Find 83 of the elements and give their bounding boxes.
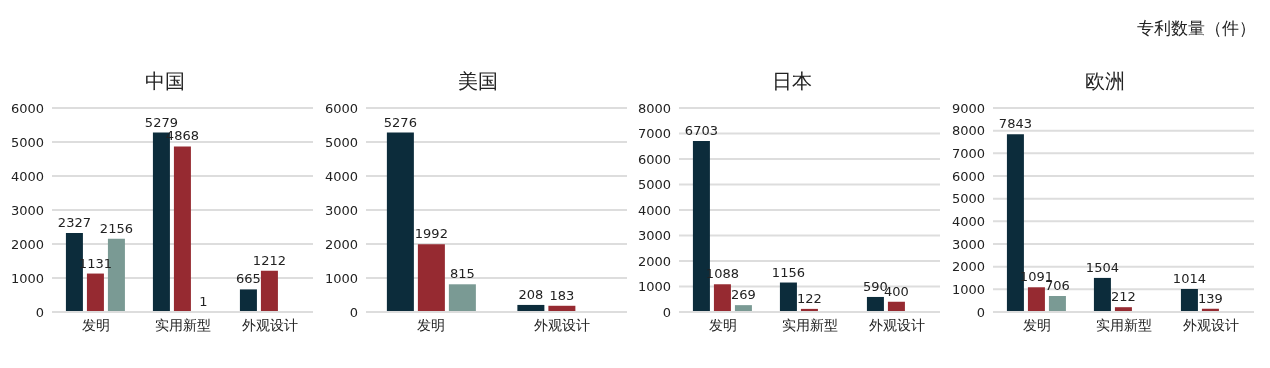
y-tick-label: 4000 bbox=[638, 202, 672, 218]
chart-title: 日本 bbox=[770, 68, 813, 95]
chart-title: 欧洲 bbox=[1084, 68, 1127, 95]
y-tick-label: 4000 bbox=[951, 213, 985, 229]
data-label: 7843 bbox=[998, 116, 1032, 132]
bar bbox=[239, 289, 257, 312]
y-tick-label: 3000 bbox=[324, 202, 358, 218]
x-tick-label: 外观设计 bbox=[1182, 316, 1239, 333]
bar bbox=[173, 146, 191, 312]
data-label: 5276 bbox=[383, 114, 417, 130]
x-tick-label: 外观设计 bbox=[868, 316, 925, 333]
data-label: 269 bbox=[731, 287, 757, 303]
y-tick-label: 1000 bbox=[951, 281, 985, 297]
y-tick-label: 5000 bbox=[638, 177, 672, 193]
y-tick-label: 4000 bbox=[324, 168, 358, 184]
data-label: 5279 bbox=[144, 114, 178, 130]
y-tick-label: 9000 bbox=[951, 100, 985, 116]
data-label: 815 bbox=[449, 266, 475, 282]
y-tick-label: 2000 bbox=[10, 236, 44, 252]
x-tick-label: 发明 bbox=[81, 316, 110, 333]
y-tick-label: 7000 bbox=[638, 126, 672, 142]
y-tick-label: 0 bbox=[976, 304, 985, 320]
x-tick-label: 外观设计 bbox=[241, 316, 298, 333]
y-tick-label: 1000 bbox=[638, 279, 672, 295]
bar bbox=[1048, 296, 1066, 312]
y-tick-label: 8000 bbox=[951, 123, 985, 139]
y-tick-label: 4000 bbox=[10, 168, 44, 184]
y-tick-label: 6000 bbox=[10, 100, 44, 116]
y-tick-label: 2000 bbox=[951, 259, 985, 275]
chart-title: 中国 bbox=[143, 68, 186, 95]
data-label: 665 bbox=[236, 271, 261, 287]
y-tick-label: 3000 bbox=[951, 236, 985, 252]
bar bbox=[1093, 277, 1111, 312]
bar bbox=[386, 132, 414, 312]
bar bbox=[86, 273, 104, 312]
y-tick-label: 3000 bbox=[10, 202, 44, 218]
y-tick-label: 1000 bbox=[10, 270, 44, 286]
y-tick-label: 7000 bbox=[951, 145, 985, 161]
y-tick-label: 2000 bbox=[638, 253, 672, 269]
x-tick-label: 外观设计 bbox=[533, 316, 590, 333]
bar bbox=[714, 284, 732, 312]
bar bbox=[417, 244, 445, 312]
y-tick-label: 6000 bbox=[638, 151, 672, 167]
data-label: 6703 bbox=[685, 123, 719, 139]
bar bbox=[1180, 289, 1198, 312]
y-tick-label: 5000 bbox=[951, 191, 985, 207]
x-tick-label: 发明 bbox=[708, 316, 737, 333]
x-tick-label: 发明 bbox=[1022, 316, 1051, 333]
bar bbox=[1027, 287, 1045, 312]
x-tick-label: 实用新型 bbox=[154, 316, 211, 333]
bar bbox=[448, 284, 476, 312]
y-tick-label: 8000 bbox=[638, 100, 672, 116]
x-tick-label: 发明 bbox=[416, 316, 445, 333]
bar bbox=[260, 270, 278, 312]
y-tick-label: 0 bbox=[349, 304, 358, 320]
text: 专利数量（件） bbox=[1137, 18, 1256, 38]
data-label: 208 bbox=[518, 286, 543, 302]
bar bbox=[780, 282, 798, 312]
bar bbox=[867, 296, 885, 312]
y-tick-label: 5000 bbox=[324, 134, 358, 150]
data-label: 1992 bbox=[414, 226, 448, 242]
data-label: 1014 bbox=[1172, 271, 1206, 287]
y-tick-label: 0 bbox=[35, 304, 44, 320]
y-tick-label: 6000 bbox=[324, 100, 358, 116]
data-label: 1504 bbox=[1085, 259, 1119, 275]
data-label: 212 bbox=[1110, 289, 1136, 305]
data-label: 2327 bbox=[57, 214, 91, 230]
data-label: 139 bbox=[1197, 290, 1223, 306]
data-label: 183 bbox=[549, 287, 574, 303]
y-tick-label: 6000 bbox=[951, 168, 985, 184]
y-tick-label: 3000 bbox=[638, 228, 672, 244]
y-tick-label: 0 bbox=[663, 304, 672, 320]
y-tick-label: 2000 bbox=[324, 236, 358, 252]
y-tick-label: 5000 bbox=[10, 134, 44, 150]
data-label: 122 bbox=[797, 290, 823, 306]
x-tick-label: 实用新型 bbox=[781, 316, 838, 333]
y-tick-label: 1000 bbox=[324, 270, 358, 286]
data-label: 1156 bbox=[772, 264, 806, 280]
data-label: 2156 bbox=[99, 220, 133, 236]
data-label: 1 bbox=[199, 293, 208, 309]
x-tick-label: 实用新型 bbox=[1095, 316, 1152, 333]
data-label: 1212 bbox=[252, 252, 286, 268]
chart-title: 美国 bbox=[457, 68, 500, 95]
